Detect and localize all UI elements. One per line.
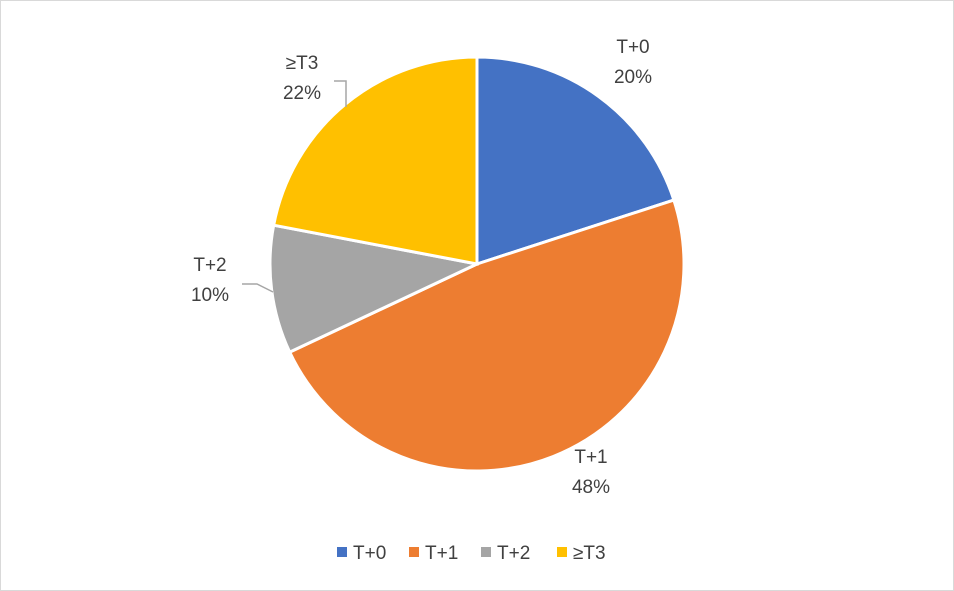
legend-label-2: T+2	[497, 543, 530, 564]
slice-value-label: 22%	[283, 83, 321, 104]
slice-category-label: T+0	[616, 37, 649, 58]
slice-category-label: T+1	[574, 447, 607, 468]
legend-swatch-2	[481, 547, 491, 557]
legend-label-1: T+1	[425, 543, 458, 564]
slice-category-label: T+2	[193, 255, 226, 276]
legend-swatch-1	[409, 547, 419, 557]
leader-line-2	[242, 283, 274, 293]
pie-slice-3	[271, 55, 479, 266]
pie-slice-2	[268, 223, 482, 355]
pie-slices	[268, 55, 686, 473]
leader-line-3	[334, 80, 347, 107]
data-labels: T+0 20% T+1 48% T+2 10% ≥T3 22%	[191, 37, 652, 498]
legend-swatch-0	[337, 547, 347, 557]
pie-slice-0	[475, 55, 676, 267]
legend-label-3: ≥T3	[573, 543, 606, 564]
legend-label-0: T+0	[353, 543, 386, 564]
leader-lines	[242, 80, 347, 293]
slice-category-label: ≥T3	[286, 53, 319, 74]
slice-value-label: 20%	[614, 67, 652, 88]
pie-slice-1	[287, 198, 686, 473]
slice-value-label: 10%	[191, 285, 229, 306]
slice-value-label: 48%	[572, 477, 610, 498]
legend: T+0 T+1 T+2 ≥T3	[337, 543, 606, 564]
legend-swatch-3	[557, 547, 567, 557]
